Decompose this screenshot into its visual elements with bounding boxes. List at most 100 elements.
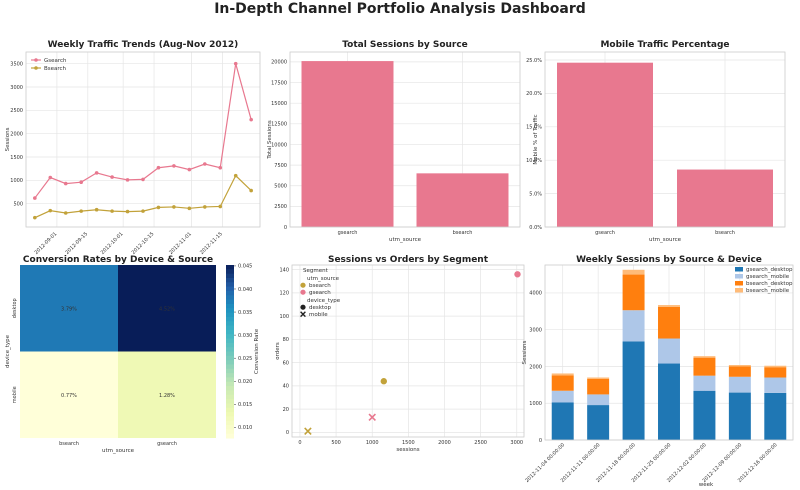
x-tick-label: 2500 xyxy=(474,440,487,446)
colorbar-segment xyxy=(226,277,234,283)
cell-label: 0.77% xyxy=(61,393,77,399)
colorbar-segment xyxy=(226,286,234,292)
legend-marker xyxy=(34,58,38,62)
data-point xyxy=(203,205,207,209)
y-tick-label: 0 xyxy=(284,225,287,231)
dashboard-title: In-Depth Channel Portfolio Analysis Dash… xyxy=(214,1,586,17)
x-tick-label: 2012-11-01 xyxy=(168,231,193,256)
legend-label: bsearch xyxy=(309,283,331,289)
plot-frame xyxy=(289,51,521,228)
y-tick-label: 25.0% xyxy=(526,58,542,64)
x-tick-label: 2012-09-15 xyxy=(64,231,89,256)
data-point xyxy=(203,162,207,166)
colorbar-tick-label: 0.015 xyxy=(238,402,252,408)
cell-label: 1.28% xyxy=(159,393,175,399)
data-point xyxy=(249,188,253,193)
y-tick-label: 0 xyxy=(539,438,542,444)
bar-segment-bsearch_mobile xyxy=(622,269,645,275)
colorbar-segment xyxy=(226,433,234,439)
colorbar-segment xyxy=(226,338,234,344)
data-point xyxy=(79,209,83,213)
y-tick-label: 60 xyxy=(283,360,289,366)
chart-title: Conversion Rates by Device & Source xyxy=(23,255,213,265)
data-point xyxy=(79,180,83,184)
legend-marker xyxy=(300,289,306,295)
colorbar-tick-label: 0.020 xyxy=(238,379,252,385)
bar-segment-gsearch_desktop xyxy=(728,392,751,440)
legend-label: gsearch xyxy=(309,290,331,296)
plot-frame xyxy=(291,264,525,438)
sessions-vs-orders-chart: Sessions vs Orders by Segment 0 20 40 60 80 10… xyxy=(275,255,525,453)
x-tick-label: 500 xyxy=(331,440,341,446)
x-tick-label: 2012-11-25 00:00:00 xyxy=(631,442,673,484)
y-axis-label: device_type xyxy=(5,334,11,368)
x-tick-label: 2012-11-11 00:00:00 xyxy=(560,442,602,484)
y-tick-label: 2000 xyxy=(529,364,542,370)
y-tick-label: 15000 xyxy=(271,101,287,107)
data-point xyxy=(63,181,68,186)
colorbar-segment xyxy=(226,269,234,275)
data-point xyxy=(94,171,99,175)
colorbar-segment xyxy=(226,407,234,413)
y-axis-label: orders xyxy=(275,342,281,360)
data-point xyxy=(233,61,238,66)
data-point xyxy=(110,175,114,179)
legend-label: bsearch_mobile xyxy=(746,288,790,294)
data-point xyxy=(48,175,53,180)
data-point xyxy=(48,208,53,213)
colorbar-segment xyxy=(226,416,234,422)
legend-swatch xyxy=(735,267,743,272)
bar-bsearch xyxy=(677,169,773,227)
y-axis-label: Sessions xyxy=(522,340,528,364)
colorbar-segment xyxy=(226,368,234,374)
colorbar-tick-label: 0.030 xyxy=(238,333,252,339)
heatmap-cell xyxy=(20,351,118,438)
data-point-bsearch-desktop xyxy=(380,378,387,385)
colorbar-segment xyxy=(226,273,234,279)
heatmap-cell xyxy=(20,265,118,352)
colorbar-segment xyxy=(226,321,234,327)
legend-swatch xyxy=(735,288,743,293)
colorbar-segment xyxy=(226,390,234,396)
colorbar-tick-label: 0.045 xyxy=(238,264,252,270)
y-tick-label: 17500 xyxy=(271,80,287,86)
y-tick-label: 0.0% xyxy=(529,225,542,231)
legend-label: gsearch_desktop xyxy=(746,267,793,273)
weekly-stacked-chart: Weekly Sessions by Source & Device 0 1000 2… xyxy=(522,255,794,488)
y-tick-label: 15.0% xyxy=(526,125,542,131)
bar-segment-gsearch_mobile xyxy=(658,338,680,364)
legend-swatch xyxy=(735,281,743,286)
colorbar-segment xyxy=(226,334,234,340)
bar-segment-bsearch_mobile xyxy=(587,377,610,379)
y-tick-label: 500 xyxy=(13,201,23,207)
bar-bsearch xyxy=(416,173,509,227)
chart-title: Weekly Sessions by Source & Device xyxy=(576,255,762,265)
colorbar-segment xyxy=(226,386,234,391)
colorbar-segment xyxy=(226,377,234,383)
legend-label: bsearch_desktop xyxy=(746,281,793,287)
total-sessions-chart: Total Sessions by Source 0 2500 5000 7500 100… xyxy=(267,40,521,243)
colorbar-segment xyxy=(226,299,234,305)
data-point-gsearch-mobile xyxy=(368,413,376,422)
legend-marker xyxy=(300,282,306,288)
bar-segment-gsearch_mobile xyxy=(728,376,751,393)
data-point xyxy=(218,165,223,170)
bar-segment-bsearch_desktop xyxy=(693,357,716,376)
colorbar-segment xyxy=(226,325,234,331)
y-tick-label: 1000 xyxy=(10,178,23,184)
x-axis-label: utm_source xyxy=(649,237,682,243)
y-tick-label: 2500 xyxy=(10,108,23,114)
colorbar-segment xyxy=(226,316,234,322)
heatmap-cell xyxy=(118,351,216,438)
chart-title: Mobile Traffic Percentage xyxy=(600,40,729,50)
colorbar-tick-label: 0.035 xyxy=(238,310,252,316)
conversion-heatmap-chart: Conversion Rates by Device & Source 3.79%… xyxy=(5,255,260,454)
x-tick-label: 2012-11-15 xyxy=(199,231,224,256)
bar-segment-gsearch_mobile xyxy=(587,394,610,406)
heatmap-cell xyxy=(118,265,216,352)
data-point xyxy=(33,215,37,220)
x-tick-label: 2012-10-01 xyxy=(100,231,125,256)
y-tick-label: 2500 xyxy=(274,204,287,210)
x-axis-label: sessions xyxy=(396,447,419,453)
chart-title: Weekly Traffic Trends (Aug-Nov 2012) xyxy=(48,40,239,50)
